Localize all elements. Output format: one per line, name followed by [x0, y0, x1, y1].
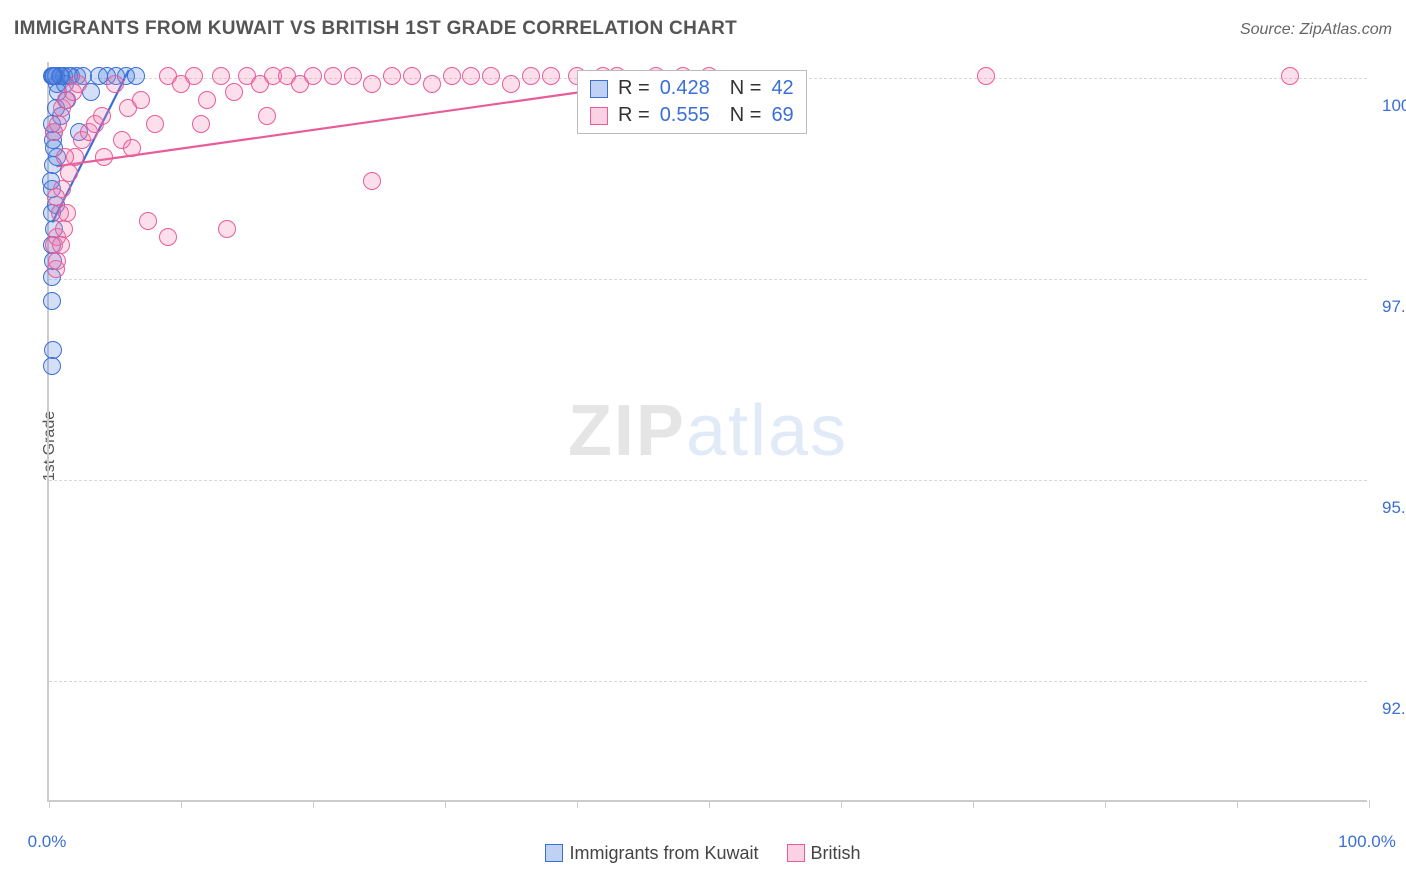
data-point — [106, 75, 124, 93]
x-tick — [841, 800, 842, 808]
data-point — [218, 220, 236, 238]
legend-stats-row: R = 0.555 N = 69 — [590, 102, 794, 129]
data-point — [383, 67, 401, 85]
gridline-h — [49, 681, 1367, 682]
data-point — [192, 115, 210, 133]
legend-bottom-item: Immigrants from Kuwait — [545, 843, 758, 863]
watermark-part2: atlas — [686, 391, 848, 471]
data-point — [977, 67, 995, 85]
data-point — [482, 67, 500, 85]
x-tick — [1105, 800, 1106, 808]
x-tick — [181, 800, 182, 808]
data-point — [69, 75, 87, 93]
legend-swatch — [545, 844, 563, 862]
x-tick — [313, 800, 314, 808]
trendlines-layer — [49, 62, 1367, 800]
data-point — [93, 107, 111, 125]
data-point — [132, 91, 150, 109]
legend-r-value: 0.428 — [660, 77, 710, 100]
legend-stats: R = 0.428 N = 42 R = 0.555 N = 69 — [577, 70, 807, 134]
data-point — [363, 75, 381, 93]
y-tick-label: 92.5% — [1372, 699, 1406, 719]
data-point — [58, 204, 76, 222]
x-tick — [49, 800, 50, 808]
legend-label: British — [811, 843, 861, 863]
data-point — [45, 67, 63, 85]
data-point — [258, 107, 276, 125]
data-point — [225, 83, 243, 101]
data-point — [363, 172, 381, 190]
data-point — [43, 292, 61, 310]
data-point — [127, 67, 145, 85]
source-label: Source: ZipAtlas.com — [1240, 21, 1392, 39]
gridline-h — [49, 480, 1367, 481]
x-tick — [973, 800, 974, 808]
data-point — [55, 220, 73, 238]
data-point — [43, 357, 61, 375]
data-point — [198, 91, 216, 109]
data-point — [324, 67, 342, 85]
data-point — [56, 148, 74, 166]
y-tick-label: 100.0% — [1372, 96, 1406, 116]
data-point — [185, 67, 203, 85]
legend-bottom: Immigrants from Kuwait British — [0, 843, 1406, 864]
legend-n-label: N = — [730, 77, 762, 100]
legend-r-label: R = — [618, 104, 650, 127]
data-point — [443, 67, 461, 85]
data-point — [139, 212, 157, 230]
data-point — [146, 115, 164, 133]
data-point — [423, 75, 441, 93]
y-tick-label: 97.5% — [1372, 297, 1406, 317]
data-point — [159, 228, 177, 246]
data-point — [462, 67, 480, 85]
data-point — [1281, 67, 1299, 85]
legend-bottom-item: British — [787, 843, 861, 863]
x-tick — [577, 800, 578, 808]
legend-n-value: 69 — [771, 104, 793, 127]
data-point — [212, 67, 230, 85]
data-point — [52, 236, 70, 254]
legend-swatch — [787, 844, 805, 862]
gridline-h — [49, 279, 1367, 280]
chart-container: IMMIGRANTS FROM KUWAIT VS BRITISH 1ST GR… — [0, 0, 1406, 892]
data-point — [60, 164, 78, 182]
y-tick-label: 95.0% — [1372, 498, 1406, 518]
data-point — [304, 67, 322, 85]
header: IMMIGRANTS FROM KUWAIT VS BRITISH 1ST GR… — [14, 18, 1392, 40]
watermark-part1: ZIP — [568, 391, 686, 471]
x-tick-label: 100.0% — [1338, 832, 1396, 852]
data-point — [522, 67, 540, 85]
data-point — [48, 252, 66, 270]
legend-swatch — [590, 80, 608, 98]
legend-r-value: 0.555 — [660, 104, 710, 127]
legend-label: Immigrants from Kuwait — [569, 843, 758, 863]
data-point — [502, 75, 520, 93]
x-tick — [1369, 800, 1370, 808]
chart-title: IMMIGRANTS FROM KUWAIT VS BRITISH 1ST GR… — [14, 18, 737, 40]
data-point — [49, 115, 67, 133]
legend-stats-row: R = 0.428 N = 42 — [590, 75, 794, 102]
data-point — [542, 67, 560, 85]
legend-r-label: R = — [618, 77, 650, 100]
legend-n-label: N = — [730, 104, 762, 127]
watermark: ZIPatlas — [568, 390, 848, 472]
x-tick — [445, 800, 446, 808]
legend-swatch — [590, 107, 608, 125]
data-point — [403, 67, 421, 85]
data-point — [95, 148, 113, 166]
legend-n-value: 42 — [771, 77, 793, 100]
data-point — [344, 67, 362, 85]
x-tick-label: 0.0% — [28, 832, 67, 852]
data-point — [47, 188, 65, 206]
x-tick — [1237, 800, 1238, 808]
x-tick — [709, 800, 710, 808]
plot-area: ZIPatlas 92.5%95.0%97.5%100.0%R = 0.428N… — [47, 62, 1367, 802]
data-point — [123, 139, 141, 157]
